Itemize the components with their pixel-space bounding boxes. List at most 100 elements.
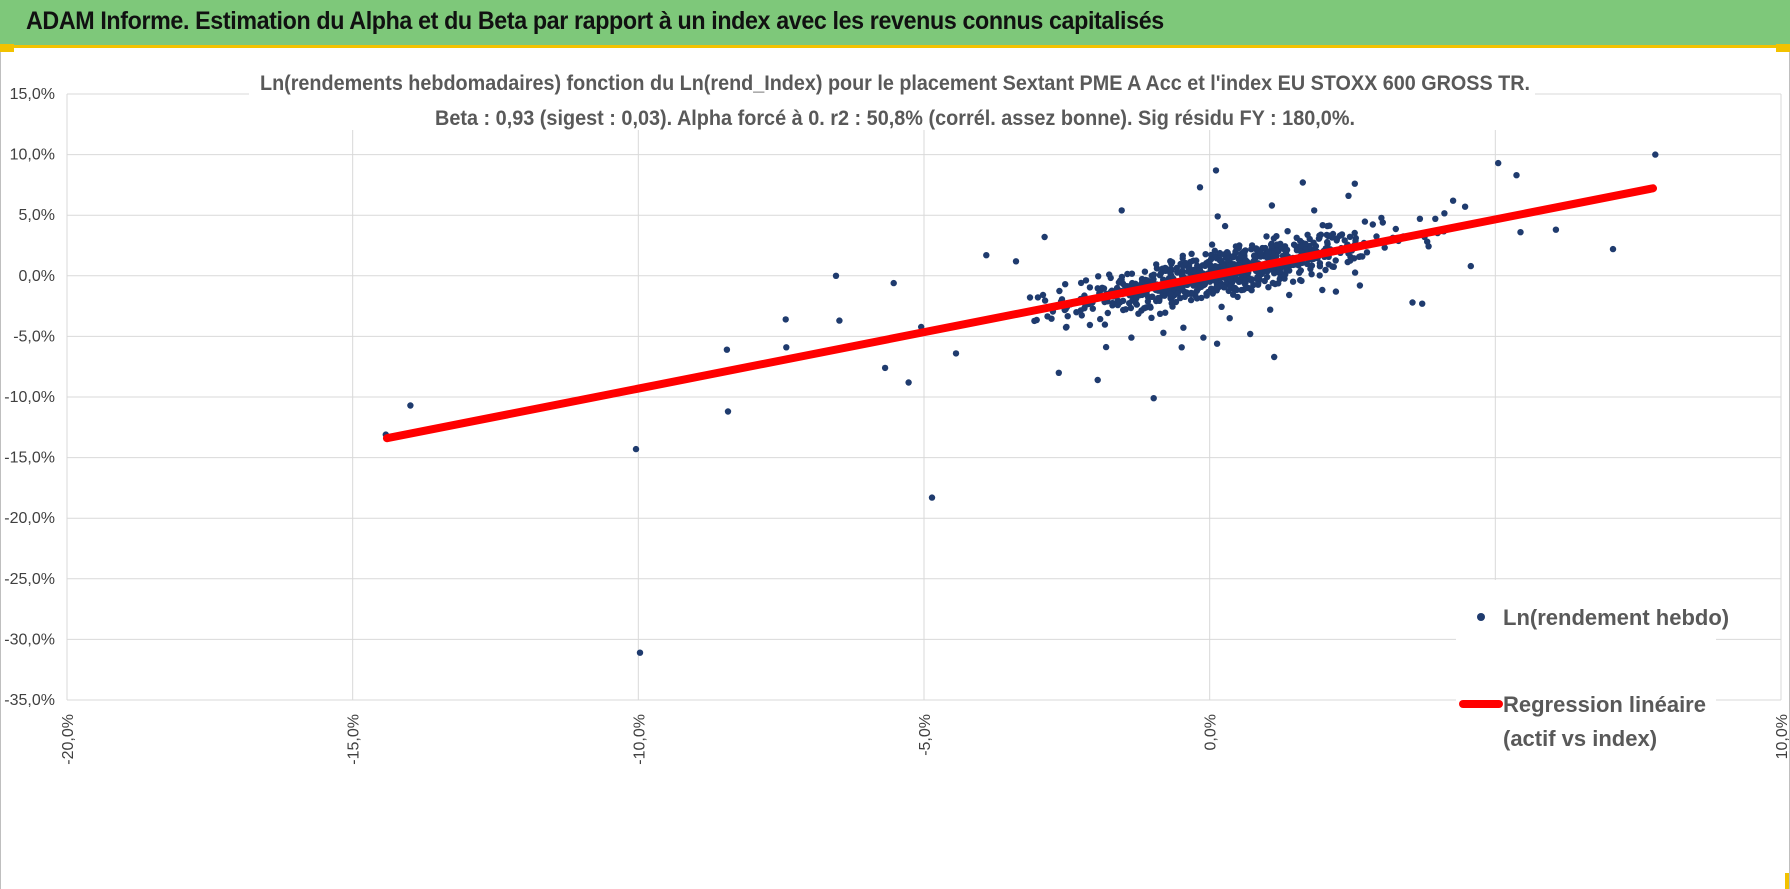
data-point: [1361, 218, 1369, 225]
data-point: [1263, 253, 1271, 260]
data-point: [1205, 288, 1212, 296]
data-point: [1127, 304, 1135, 312]
data-point: [1146, 303, 1154, 310]
corner-accent-right: [1776, 44, 1790, 52]
data-point: [1263, 233, 1270, 240]
data-point: [1295, 262, 1302, 269]
data-point: [1293, 234, 1300, 241]
legend-label-points: Ln(rendement hebdo): [1503, 605, 1729, 630]
data-point: [1283, 246, 1291, 254]
data-point: [723, 346, 731, 353]
data-point: [1148, 314, 1155, 321]
data-point: [1247, 330, 1254, 338]
data-point: [1150, 271, 1158, 278]
data-point: [1240, 248, 1247, 256]
data-point: [1308, 271, 1315, 278]
data-point: [1289, 278, 1297, 285]
data-point: [1094, 376, 1101, 384]
legend-label-line-1: Regression linéaire: [1503, 692, 1706, 717]
data-point: [1323, 231, 1331, 239]
data-point: [1107, 274, 1114, 282]
title-background: [249, 64, 1535, 130]
data-point: [1250, 252, 1258, 260]
data-point: [1381, 244, 1388, 251]
data-point: [1299, 179, 1307, 186]
data-point: [1319, 286, 1326, 294]
data-point: [1128, 334, 1135, 341]
data-point: [1133, 295, 1140, 302]
data-point: [1064, 313, 1071, 320]
data-point: [1218, 303, 1225, 310]
header-bar: ADAM Informe. Estimation du Alpha et du …: [0, 0, 1790, 48]
data-point: [1356, 282, 1364, 289]
data-point: [1101, 321, 1109, 328]
data-point: [1012, 258, 1020, 265]
data-point: [1162, 309, 1169, 316]
data-point: [1208, 241, 1216, 248]
data-point: [1277, 240, 1284, 247]
data-point: [1267, 306, 1274, 313]
data-point: [1325, 261, 1332, 268]
legend: Ln(rendement hebdo) Regression linéaire …: [1456, 580, 1729, 820]
data-point: [1286, 291, 1293, 299]
data-point: [1252, 245, 1260, 253]
y-tick-label: -5,0%: [13, 328, 55, 345]
data-point: [1379, 219, 1387, 226]
y-tick-label: -15,0%: [4, 450, 55, 467]
data-point: [1135, 310, 1142, 317]
data-point: [1316, 263, 1324, 270]
data-point: [1495, 159, 1502, 167]
data-point: [1232, 276, 1239, 283]
data-point: [1347, 257, 1354, 264]
data-point: [1254, 281, 1262, 288]
data-point: [836, 317, 843, 324]
data-point: [1089, 305, 1097, 312]
data-point: [1104, 309, 1112, 317]
data-point: [1373, 233, 1380, 240]
data-point: [1097, 315, 1104, 323]
data-point: [1322, 266, 1329, 274]
data-point: [1190, 266, 1197, 274]
data-point: [1341, 237, 1348, 244]
data-point: [1425, 243, 1432, 250]
data-point: [1141, 305, 1148, 312]
data-point: [1086, 321, 1094, 329]
data-point: [1317, 231, 1325, 238]
data-point: [1082, 277, 1090, 284]
data-point: [1179, 255, 1186, 262]
data-point: [1150, 395, 1157, 402]
chart-subtitle: Beta : 0,93 (sigest : 0,03). Alpha forcé…: [435, 107, 1355, 130]
x-tick-label: -20,0%: [60, 714, 77, 765]
data-point: [1513, 172, 1520, 179]
chart-frame: 15,0% 10,0% 5,0% 0,0% -5,0% -10,0% -15,0% -20,0…: [0, 52, 1790, 889]
data-point: [1055, 369, 1063, 376]
data-point: [1086, 284, 1094, 291]
data-point: [1242, 277, 1249, 284]
data-point: [1213, 340, 1221, 347]
y-tick-label: 15,0%: [10, 86, 55, 103]
data-point: [1178, 344, 1185, 351]
data-point: [1461, 203, 1469, 210]
data-point: [1149, 293, 1156, 300]
data-point: [1062, 324, 1070, 331]
data-point: [1207, 263, 1214, 270]
data-point: [1332, 257, 1339, 264]
data-point: [1183, 289, 1191, 296]
data-point: [1100, 285, 1108, 292]
data-point: [1167, 290, 1174, 298]
data-point: [1351, 269, 1359, 276]
data-point: [1174, 290, 1182, 297]
data-point: [1345, 192, 1352, 199]
x-tick-label: -5,0%: [917, 714, 934, 756]
data-point: [1118, 207, 1125, 214]
data-point: [1369, 221, 1377, 228]
data-point: [1039, 291, 1047, 299]
data-point: [1312, 242, 1320, 250]
data-point: [1231, 284, 1239, 292]
data-point: [1156, 310, 1164, 317]
data-point: [1095, 273, 1102, 280]
data-point: [1126, 300, 1133, 307]
data-point: [1250, 257, 1258, 264]
data-point: [1048, 315, 1055, 322]
data-point: [1109, 299, 1116, 307]
